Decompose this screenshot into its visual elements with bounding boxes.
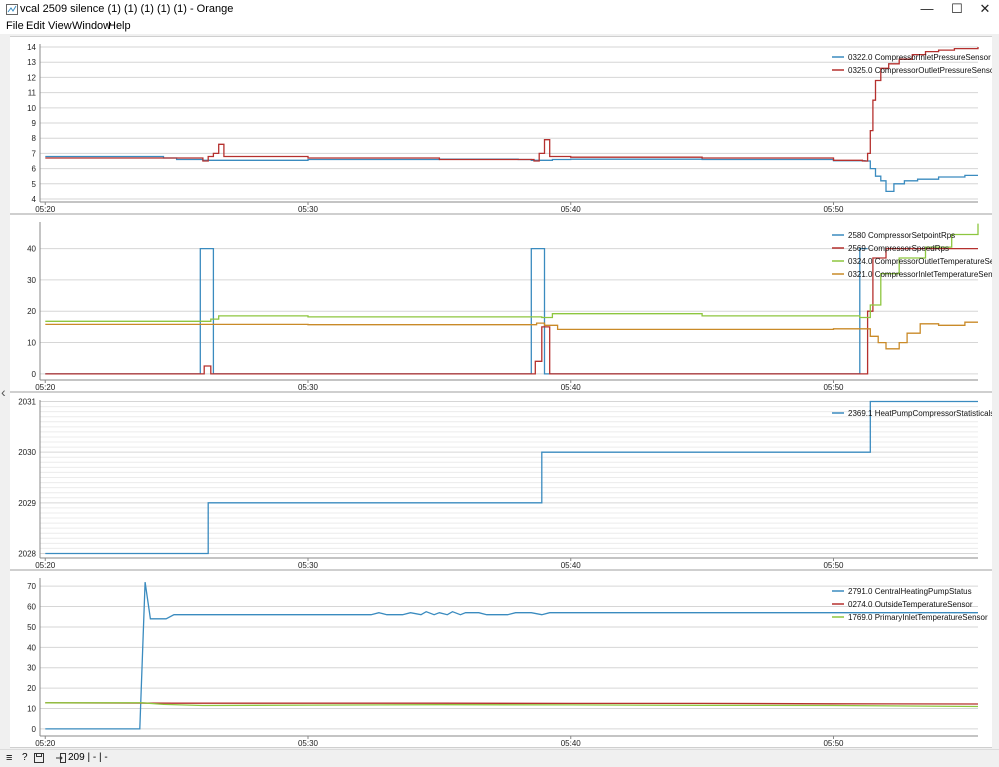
menu-hamburger-icon[interactable]: ≡ xyxy=(6,752,13,764)
y-tick-label: 40 xyxy=(27,643,36,652)
x-tick-label: 05:50 xyxy=(823,561,844,569)
x-tick-label: 05:30 xyxy=(298,561,319,569)
series-line xyxy=(45,400,978,555)
y-tick-label: 10 xyxy=(27,705,36,714)
y-tick-label: 30 xyxy=(27,276,36,285)
y-tick-label: 2031 xyxy=(18,398,36,407)
y-tick-label: 50 xyxy=(27,623,36,632)
series-line xyxy=(45,321,978,350)
y-tick-label: 9 xyxy=(32,119,37,128)
legend-label: 0274.0 OutsideTemperatureSensor xyxy=(848,600,973,609)
y-tick-label: 60 xyxy=(27,603,36,612)
x-tick-label: 05:40 xyxy=(561,739,582,747)
x-tick-label: 05:30 xyxy=(298,383,319,391)
legend-label: 0321.0 CompressorInletTemperatureSensor xyxy=(848,270,992,279)
y-tick-label: 8 xyxy=(32,134,37,143)
x-tick-label: 05:40 xyxy=(561,383,582,391)
collapse-left-icon[interactable]: ‹ xyxy=(1,384,6,400)
x-tick-label: 05:50 xyxy=(823,739,844,747)
y-tick-label: 14 xyxy=(27,43,36,52)
legend-label: 2791.0 CentralHeatingPumpStatus xyxy=(848,587,972,596)
maximize-button[interactable]: ☐ xyxy=(951,1,963,16)
input-data-icon[interactable] xyxy=(56,753,66,763)
y-tick-label: 70 xyxy=(27,582,36,591)
menu-edit[interactable]: Edit xyxy=(26,20,45,32)
series-line xyxy=(45,582,978,730)
legend-label: 2580 CompressorSetpointRps xyxy=(848,231,955,240)
y-tick-label: 13 xyxy=(27,58,36,67)
menu-file[interactable]: File xyxy=(6,20,24,32)
x-tick-label: 05:30 xyxy=(298,739,319,747)
y-tick-label: 20 xyxy=(27,307,36,316)
series-line xyxy=(45,247,868,375)
menu-help[interactable]: Help xyxy=(108,20,131,32)
series-line xyxy=(45,47,979,162)
y-tick-label: 2030 xyxy=(18,448,36,457)
y-tick-label: 10 xyxy=(27,339,36,348)
x-tick-label: 05:20 xyxy=(35,205,56,213)
minimize-button[interactable]: — xyxy=(920,1,934,16)
x-tick-label: 05:40 xyxy=(561,205,582,213)
data-count: 209 | - | - xyxy=(68,752,108,763)
y-tick-label: 10 xyxy=(27,104,36,113)
legend-label: 0324.0 CompressorOutletTemperatureSensor xyxy=(848,257,992,266)
menu-bar: File Edit View Window Help xyxy=(0,19,999,34)
y-tick-label: 40 xyxy=(27,245,36,254)
y-tick-label: 7 xyxy=(32,149,37,158)
save-icon[interactable] xyxy=(34,753,44,763)
series-line xyxy=(45,247,978,375)
help-icon[interactable]: ? xyxy=(22,752,28,763)
chart-panel-pressure: 4 5 6 7 8 9 10 11 12 13 14 05:20 05:30 05:40 05:50 0322… xyxy=(10,36,992,214)
chart-svg: 4 5 6 7 8 9 10 11 12 13 14 05:20 05:30 05:40 05:50 0322… xyxy=(27,43,992,213)
menu-window[interactable]: Window xyxy=(72,20,112,32)
series-line xyxy=(45,702,979,705)
y-tick-label: 2029 xyxy=(18,499,36,508)
y-tick-label: 12 xyxy=(27,73,36,82)
chart-panel-starts: 2028 2029 2030 2031 05:20 05:30 05:40 05:50 2369… xyxy=(10,392,992,570)
charts-area: 4 5 6 7 8 9 10 11 12 13 14 05:20 05:30 05:40 05:50 0322… xyxy=(10,36,992,748)
series-line xyxy=(45,155,978,193)
legend-label: 1769.0 PrimaryInletTemperatureSensor xyxy=(848,613,988,622)
chart-panel-compressor: 0 10 20 30 40 05:20 05:30 05:40 05:50 2580 Compre… xyxy=(10,214,992,392)
x-tick-label: 05:50 xyxy=(823,205,844,213)
app-chart-icon xyxy=(6,4,18,15)
y-tick-label: 11 xyxy=(28,89,37,98)
x-tick-label: 05:20 xyxy=(35,561,56,569)
close-button[interactable]: ✕ xyxy=(979,1,991,16)
chart-panel-heating: 0 10 20 30 40 50 60 70 05:20 05:30 05:40 05:50 2791.… xyxy=(10,570,992,748)
chart-svg: 2028 2029 2030 2031 05:20 05:30 05:40 05:50 2369… xyxy=(18,398,992,569)
legend-label: 0325.0 CompressorOutletPressureSensor xyxy=(848,66,992,75)
y-tick-label: 30 xyxy=(27,664,36,673)
chart-svg: 0 10 20 30 40 05:20 05:30 05:40 05:50 2580 Compre… xyxy=(27,222,992,391)
menu-view[interactable]: View xyxy=(48,20,72,32)
y-tick-label: 20 xyxy=(27,684,36,693)
window-title: vcal 2509 silence (1) (1) (1) (1) (1) - … xyxy=(20,3,234,15)
x-tick-label: 05:40 xyxy=(561,561,582,569)
legend-label: 0322.0 CompressorInletPressureSensor xyxy=(848,53,991,62)
x-tick-label: 05:30 xyxy=(298,205,319,213)
y-tick-label: 0 xyxy=(32,370,37,379)
chart-svg: 0 10 20 30 40 50 60 70 05:20 05:30 05:40 05:50 2791.… xyxy=(27,578,988,747)
legend-label: 2369.1 HeatPumpCompressorStatisticalstar… xyxy=(848,409,992,418)
series-line xyxy=(45,223,979,322)
y-tick-label: 5 xyxy=(32,180,37,189)
y-tick-label: 6 xyxy=(32,165,37,174)
x-tick-label: 05:20 xyxy=(35,739,56,747)
y-tick-label: 4 xyxy=(32,195,37,204)
legend-label: 2569 CompressorSpeedRps xyxy=(848,244,949,253)
title-bar: vcal 2509 silence (1) (1) (1) (1) (1) - … xyxy=(0,0,999,20)
y-tick-label: 2028 xyxy=(18,549,36,558)
series-line xyxy=(45,702,979,708)
status-bar: ≡ ? 209 | - | - xyxy=(0,749,999,767)
x-tick-label: 05:20 xyxy=(35,383,56,391)
x-tick-label: 05:50 xyxy=(823,383,844,391)
y-tick-label: 0 xyxy=(32,725,37,734)
